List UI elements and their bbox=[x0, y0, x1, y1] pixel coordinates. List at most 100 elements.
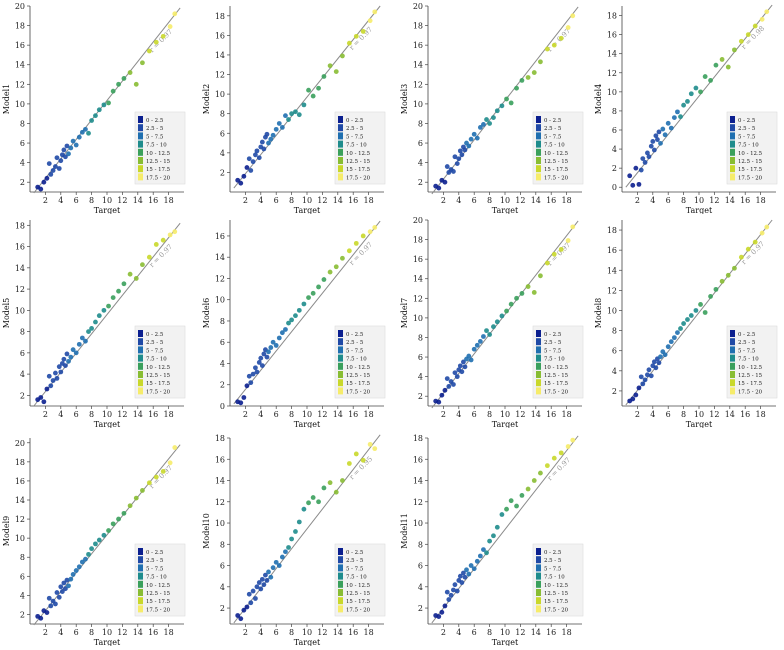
data-point bbox=[630, 182, 636, 188]
x-axis-label: Target bbox=[94, 206, 121, 214]
data-point bbox=[451, 169, 456, 174]
x-tick-label: 16 bbox=[148, 628, 158, 637]
scatter-panel-1: 2 4 6 8 10 12 14 16 18 2 4 6 8 10 12 14 16 18 20 Target Mode… bbox=[0, 0, 192, 218]
legend-swatch bbox=[536, 330, 541, 337]
data-point bbox=[725, 272, 731, 278]
data-point bbox=[456, 156, 462, 162]
data-point bbox=[68, 576, 74, 582]
data-point bbox=[89, 546, 94, 552]
data-point bbox=[451, 382, 456, 387]
data-point bbox=[86, 130, 91, 136]
data-point bbox=[570, 437, 576, 443]
x-tick-label: 10 bbox=[102, 628, 112, 637]
data-point bbox=[367, 18, 373, 24]
legend-swatch bbox=[536, 362, 541, 370]
data-point bbox=[457, 148, 463, 154]
data-point bbox=[276, 563, 282, 568]
y-tick-label: 18 bbox=[15, 221, 25, 230]
legend-label: 0 - 2.5 bbox=[146, 550, 164, 556]
legend-swatch bbox=[338, 605, 343, 613]
x-tick-label: 18 bbox=[364, 410, 374, 419]
data-point bbox=[54, 155, 60, 161]
x-tick-label: 2 bbox=[441, 628, 446, 637]
y-tick-label: 16 bbox=[15, 41, 25, 50]
data-point bbox=[56, 364, 62, 370]
data-point bbox=[46, 373, 52, 379]
data-point bbox=[59, 589, 65, 594]
data-point bbox=[494, 108, 500, 114]
legend-box bbox=[334, 325, 386, 399]
y-tick-label: 8 bbox=[418, 333, 423, 342]
legend-label: 0 - 2.5 bbox=[146, 118, 164, 124]
data-point bbox=[276, 121, 282, 126]
y-tick-label: 18 bbox=[215, 12, 225, 21]
data-point bbox=[444, 164, 450, 169]
data-point bbox=[133, 276, 139, 281]
data-point bbox=[651, 147, 657, 153]
data-point bbox=[448, 592, 454, 598]
legend-label: 12.5 - 15 bbox=[146, 591, 171, 597]
y-tick-label: 12 bbox=[215, 498, 225, 507]
data-point bbox=[244, 165, 250, 170]
data-point bbox=[306, 295, 311, 300]
legend-label: 15 - 17.5 bbox=[146, 599, 171, 605]
data-point bbox=[477, 553, 483, 559]
y-tick-label: 6 bbox=[418, 353, 423, 362]
data-point bbox=[671, 335, 677, 341]
data-point bbox=[494, 319, 500, 325]
y-tick-label: 16 bbox=[607, 31, 617, 40]
x-tick-label: 16 bbox=[348, 196, 358, 205]
data-point bbox=[53, 370, 58, 376]
y-axis-label: Model11 bbox=[400, 513, 409, 549]
data-point bbox=[645, 372, 650, 378]
legend-swatch bbox=[338, 580, 343, 588]
data-point bbox=[264, 354, 270, 360]
x-tick-label: 18 bbox=[164, 196, 174, 205]
x-tick-label: 18 bbox=[164, 410, 174, 419]
x-tick-label: 16 bbox=[546, 410, 556, 419]
x-tick-label: 8 bbox=[681, 410, 686, 419]
legend-label: 10 - 12.5 bbox=[544, 583, 569, 589]
data-point bbox=[531, 70, 537, 75]
x-tick-label: 12 bbox=[709, 410, 719, 419]
data-point bbox=[116, 288, 121, 294]
x-tick-label: 12 bbox=[317, 628, 327, 637]
scatter-panel-2: 2 4 6 8 10 12 14 16 18 2 4 6 8 10 12 14 16 18 Target Model2… bbox=[200, 0, 392, 218]
data-point bbox=[662, 352, 668, 358]
data-point bbox=[653, 133, 659, 139]
x-axis-label: Target bbox=[492, 638, 519, 646]
y-tick-label: 14 bbox=[15, 61, 25, 70]
legend-swatch bbox=[536, 148, 541, 156]
y-tick-label: 10 bbox=[413, 519, 423, 528]
data-point bbox=[279, 554, 285, 560]
legend-swatch bbox=[536, 589, 541, 596]
x-tick-label: 8 bbox=[487, 196, 492, 205]
legend-label: 12.5 - 15 bbox=[738, 373, 763, 379]
legend-label: 0 - 2.5 bbox=[738, 332, 756, 338]
data-point bbox=[310, 93, 316, 99]
data-point bbox=[293, 529, 298, 534]
y-tick-label: 8 bbox=[220, 540, 225, 549]
legend-swatch bbox=[536, 580, 541, 588]
scatter-panel-9: 2 4 6 8 10 12 14 16 18 2 4 6 8 10 12 14 16 18 20 Target Mode… bbox=[0, 432, 192, 650]
legend-swatch bbox=[338, 116, 343, 123]
legend-swatch bbox=[536, 556, 541, 564]
x-tick-label: 14 bbox=[531, 410, 541, 419]
legend-label: 2.5 - 5 bbox=[146, 126, 164, 132]
data-point bbox=[64, 351, 70, 357]
data-point bbox=[474, 135, 480, 141]
data-point bbox=[64, 143, 70, 149]
legend-label: 0 - 2.5 bbox=[346, 550, 364, 556]
y-tick-label: 12 bbox=[413, 498, 423, 507]
legend-swatch bbox=[338, 597, 343, 605]
legend-label: 15 - 17.5 bbox=[738, 381, 763, 387]
data-point bbox=[253, 365, 258, 371]
data-point bbox=[660, 126, 666, 132]
data-point bbox=[508, 498, 514, 504]
data-point bbox=[258, 355, 264, 361]
legend-swatch bbox=[138, 597, 143, 605]
legend-swatch bbox=[536, 157, 541, 164]
data-point bbox=[254, 369, 260, 375]
x-tick-label: 12 bbox=[117, 196, 127, 205]
data-point bbox=[273, 126, 279, 132]
